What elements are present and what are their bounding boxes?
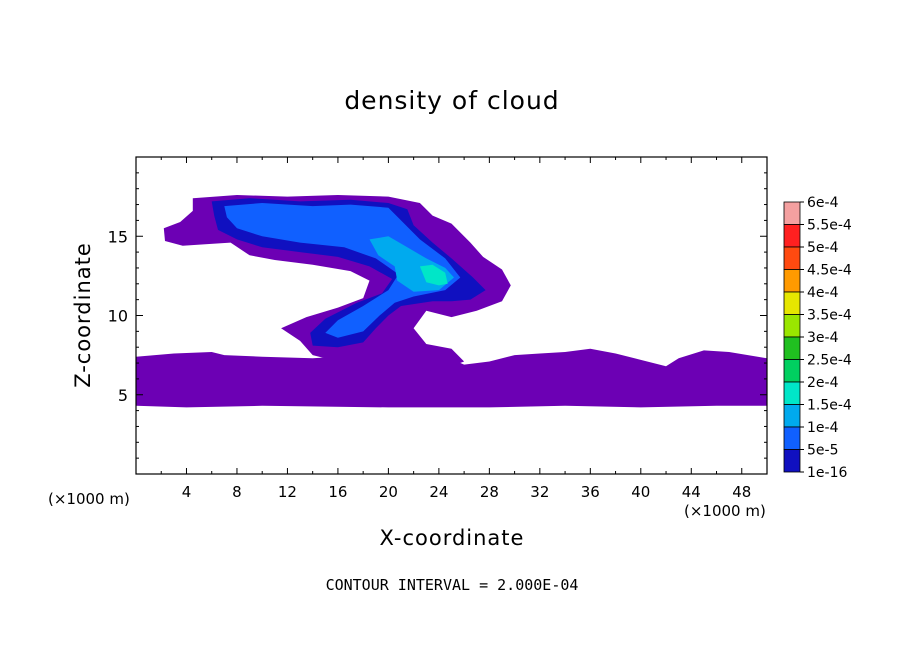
colorbar-label-7: 2.5e-4: [807, 353, 852, 369]
colorbar-label-5: 3.5e-4: [807, 308, 852, 324]
colorbar-label-4: 4e-4: [807, 285, 839, 301]
x-tick-label-11: 48: [732, 483, 751, 501]
x-tick-label-3: 16: [328, 483, 347, 501]
density-region-3: [224, 203, 461, 338]
contour-interval-note: CONTOUR INTERVAL = 2.000E-04: [325, 576, 579, 594]
x-tick-label-2: 12: [278, 483, 297, 501]
x-tick-label-4: 20: [379, 483, 398, 501]
colorbar-label-11: 5e-5: [807, 443, 838, 459]
colorbar-label-12: 1e-16: [807, 465, 847, 481]
y-tick-label-0: 5: [118, 386, 128, 405]
y-axis-unit: (×1000 m): [48, 490, 130, 508]
colorbar-swatch-9: [783, 404, 801, 428]
colorbar-swatch-11: [783, 449, 801, 473]
cloud-density-field: [136, 195, 767, 408]
x-tick-label-8: 36: [581, 483, 600, 501]
chart-title: density of cloud: [344, 86, 560, 115]
y-axis-label: Z-coordinate: [71, 242, 95, 388]
colorbar-swatch-5: [783, 314, 801, 338]
colorbar-swatch-4: [783, 291, 801, 315]
colorbar-swatch-3: [783, 269, 801, 293]
x-tick-label-10: 44: [682, 483, 701, 501]
colorbar-label-10: 1e-4: [807, 420, 839, 436]
x-tick-label-7: 32: [530, 483, 549, 501]
colorbar-label-9: 1.5e-4: [807, 398, 852, 414]
colorbar-label-8: 2e-4: [807, 375, 839, 391]
colorbar-swatch-7: [783, 359, 801, 383]
x-axis-label: X-coordinate: [379, 526, 525, 550]
colorbar: 6e-4 5.5e-4 5e-4 4.5e-4 4e-4 3.5e-4 3e-4 2.5e-4…: [783, 195, 852, 481]
y-axis-ticks: 5 10 15: [108, 172, 767, 459]
x-tick-label-1: 8: [232, 483, 242, 501]
density-region-5: [419, 264, 448, 286]
x-tick-label-0: 4: [182, 483, 192, 501]
colorbar-swatch-8: [783, 381, 801, 405]
colorbar-swatch-2: [783, 246, 801, 270]
y-tick-label-2: 15: [108, 227, 128, 246]
colorbar-label-1: 5.5e-4: [807, 218, 852, 234]
colorbar-swatch-0: [783, 201, 801, 225]
colorbar-label-6: 3e-4: [807, 330, 839, 346]
colorbar-swatch-6: [783, 336, 801, 360]
x-tick-label-9: 40: [631, 483, 650, 501]
colorbar-label-0: 6e-4: [807, 195, 839, 211]
density-region-0: [136, 348, 767, 408]
colorbar-label-2: 5e-4: [807, 240, 839, 256]
x-tick-label-6: 28: [480, 483, 499, 501]
x-axis-unit: (×1000 m): [684, 502, 766, 520]
x-tick-label-5: 24: [429, 483, 448, 501]
y-tick-label-1: 10: [108, 307, 128, 326]
colorbar-swatch-10: [783, 426, 801, 450]
colorbar-swatch-1: [783, 224, 801, 248]
colorbar-label-3: 4.5e-4: [807, 263, 852, 279]
x-axis-ticks: 4 8 12 16 20 24 28 32 36 40 44 48: [160, 157, 751, 501]
